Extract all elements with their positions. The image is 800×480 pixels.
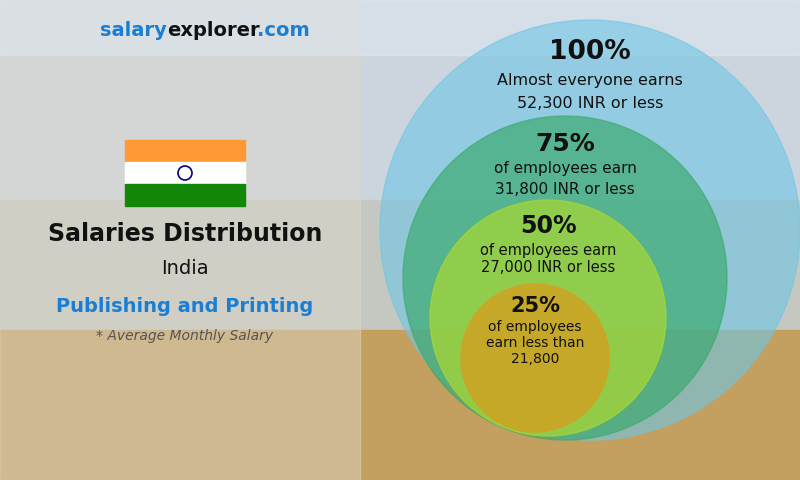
Text: salary: salary	[100, 21, 167, 39]
Text: of employees earn: of employees earn	[480, 242, 616, 257]
Text: Publishing and Printing: Publishing and Printing	[56, 297, 314, 315]
Bar	[0, 0, 360, 480]
Text: 75%: 75%	[535, 132, 595, 156]
Bar	[125, 162, 245, 184]
Bar	[0, 0, 800, 200]
Text: 25%: 25%	[510, 296, 560, 316]
Text: 31,800 INR or less: 31,800 INR or less	[495, 182, 635, 197]
Text: India: India	[161, 259, 209, 277]
Bar	[0, 330, 800, 480]
Circle shape	[430, 200, 666, 436]
Bar	[125, 184, 245, 206]
Text: 52,300 INR or less: 52,300 INR or less	[517, 96, 663, 110]
Bar	[0, 200, 800, 330]
Text: * Average Monthly Salary: * Average Monthly Salary	[97, 329, 274, 343]
Text: of employees: of employees	[488, 320, 582, 334]
Text: 100%: 100%	[549, 39, 631, 65]
Text: 21,800: 21,800	[511, 352, 559, 366]
Text: explorer: explorer	[167, 21, 260, 39]
Circle shape	[461, 284, 609, 432]
Circle shape	[380, 20, 800, 440]
Text: of employees earn: of employees earn	[494, 161, 637, 177]
Text: earn less than: earn less than	[486, 336, 584, 350]
Bar	[0, 0, 800, 55]
Text: 27,000 INR or less: 27,000 INR or less	[481, 261, 615, 276]
Text: Salaries Distribution: Salaries Distribution	[48, 222, 322, 246]
Text: .com: .com	[257, 21, 310, 39]
Circle shape	[403, 116, 727, 440]
Text: 50%: 50%	[520, 214, 576, 238]
Text: Almost everyone earns: Almost everyone earns	[497, 72, 683, 87]
Bar	[125, 140, 245, 162]
